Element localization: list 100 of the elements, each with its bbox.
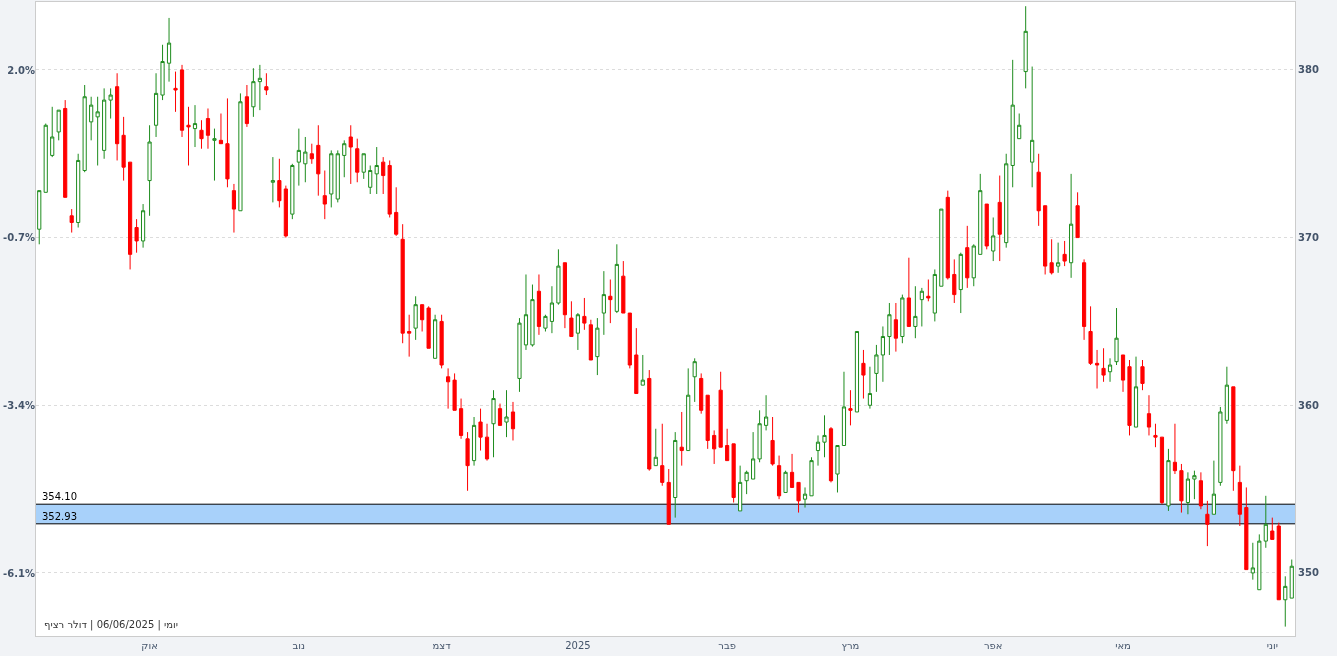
candlestick xyxy=(595,317,600,376)
candlestick xyxy=(588,319,593,361)
candlestick xyxy=(225,97,230,188)
candlestick xyxy=(1056,242,1061,274)
candlestick xyxy=(751,431,756,480)
candlestick xyxy=(776,455,782,500)
ref-line-label: 354.10 xyxy=(42,491,77,502)
candlestick xyxy=(1244,486,1249,571)
candlestick xyxy=(653,428,658,467)
candlestick xyxy=(348,124,353,185)
y-tick-label: 350 xyxy=(1298,567,1319,579)
candlestick xyxy=(400,223,405,344)
candlestick xyxy=(634,327,639,395)
candlestick xyxy=(192,104,198,148)
candlestick xyxy=(89,96,94,141)
candlestick xyxy=(854,330,860,413)
candlestick xyxy=(420,304,425,332)
candlestick xyxy=(796,481,801,514)
candlestick xyxy=(257,64,262,111)
x-tick-label: אוק xyxy=(141,640,158,651)
candlestick xyxy=(1043,205,1048,275)
candlestick xyxy=(640,354,645,386)
x-tick-label: מאי xyxy=(1115,640,1131,651)
candlestick xyxy=(413,295,418,341)
candlestick xyxy=(880,325,885,383)
candlestick xyxy=(712,429,717,465)
candlestick xyxy=(991,216,996,262)
candlestick xyxy=(115,72,120,161)
candlestick xyxy=(926,279,931,302)
candlestick xyxy=(309,143,314,165)
candlestick xyxy=(179,64,185,138)
y2-tick-label: -3.4% xyxy=(3,400,35,412)
candlestick xyxy=(958,252,963,314)
candlestick xyxy=(1004,153,1009,249)
y-tick-label: 370 xyxy=(1298,232,1319,244)
candlestick xyxy=(153,72,159,138)
candlestick xyxy=(368,164,373,195)
candlestick xyxy=(783,470,788,493)
candlestick xyxy=(919,287,924,327)
candlestick xyxy=(1179,463,1184,514)
candlestick xyxy=(705,394,710,450)
candlestick xyxy=(673,431,678,519)
candlestick xyxy=(296,128,301,187)
candlestick xyxy=(828,426,834,483)
candlestick xyxy=(569,300,574,338)
candlestick xyxy=(491,389,496,458)
x-tick-label: דצמ xyxy=(432,640,452,651)
candlestick xyxy=(549,285,555,334)
candlestick xyxy=(264,72,269,96)
candlestick xyxy=(277,158,282,208)
candlestick xyxy=(446,367,451,410)
candlestick xyxy=(848,389,853,426)
candlestick xyxy=(1205,500,1210,547)
annotation: יומי | 06/06/2025 | דולר רציף xyxy=(44,619,178,631)
candlestick xyxy=(1107,357,1113,383)
candlestick xyxy=(757,409,762,463)
candlestick xyxy=(608,279,613,324)
candlestick xyxy=(1114,307,1119,366)
candlestick xyxy=(1231,386,1236,492)
candlestick xyxy=(1192,470,1197,500)
candlestick xyxy=(1069,173,1074,279)
candlestick xyxy=(543,314,548,332)
candlestick xyxy=(465,431,470,492)
candlestick xyxy=(199,119,204,150)
candlestick xyxy=(381,156,386,195)
candlestick xyxy=(342,139,347,178)
candlestick xyxy=(582,297,587,331)
candlestick xyxy=(666,468,671,525)
candlestick xyxy=(121,116,126,182)
candlestick xyxy=(1082,258,1087,341)
candlestick xyxy=(861,349,866,400)
candlestick xyxy=(394,186,399,237)
candlestick xyxy=(134,218,139,254)
candlestick xyxy=(1218,406,1223,487)
candlestick xyxy=(764,394,769,431)
candlestick xyxy=(270,156,275,203)
candlestick xyxy=(647,369,652,472)
candlestick xyxy=(1263,495,1268,549)
candlestick xyxy=(102,87,107,160)
candlestick xyxy=(738,465,743,512)
candlestick xyxy=(147,124,152,217)
x-tick-label: פבר xyxy=(718,640,736,651)
candlestick xyxy=(725,428,730,462)
candlestick xyxy=(231,183,237,234)
candlestick xyxy=(329,149,334,208)
candlestick xyxy=(374,146,379,195)
candlestick xyxy=(290,163,295,220)
candlestick xyxy=(43,123,48,193)
candlestick xyxy=(601,270,606,336)
x-tick-label: יוני xyxy=(1266,640,1278,651)
candlestick xyxy=(932,268,937,322)
candlestick xyxy=(952,258,957,304)
candlestick xyxy=(497,403,503,426)
candlestick xyxy=(1023,5,1028,89)
candlestick xyxy=(186,106,191,166)
candlestick xyxy=(484,423,490,462)
candlestick xyxy=(744,470,749,495)
candlestick xyxy=(679,411,684,467)
x-tick-label: מרץ xyxy=(841,640,860,651)
candlestick xyxy=(1276,522,1281,601)
